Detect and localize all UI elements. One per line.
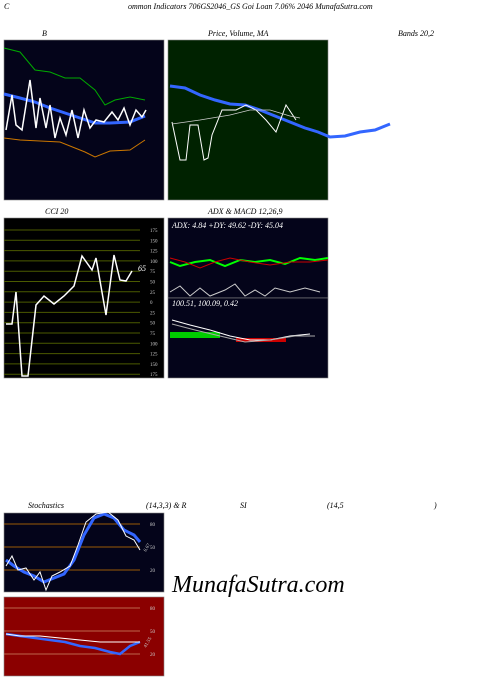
- tick-label: 75: [150, 270, 156, 275]
- tick-label: 75: [150, 332, 156, 337]
- tick-label: 50: [150, 546, 156, 551]
- rsi-panel: 41.55: [3, 596, 165, 677]
- tick-label: 25: [150, 311, 156, 316]
- tick-label: 20: [150, 569, 156, 574]
- header-initial: C: [4, 2, 10, 11]
- bands-panel: [3, 39, 165, 201]
- stoch-params: (14,3,3) & R: [146, 501, 187, 510]
- macd-readout: 100.51, 100.09, 0.42: [172, 299, 238, 308]
- tick-label: 50: [150, 281, 156, 286]
- tick-label: 125: [150, 353, 158, 358]
- tick-label: 50: [150, 322, 156, 327]
- header-title: ommon Indicators 706GS2046_GS Goi Loan 7…: [128, 2, 373, 11]
- watermark: MunafaSutra.com: [171, 572, 345, 598]
- price-title: Price, Volume, MA: [207, 29, 269, 38]
- tick-label: 80: [150, 607, 156, 612]
- tick-label: 175: [150, 229, 158, 234]
- tick-label: 125: [150, 250, 158, 255]
- rsi-params: (14,5: [327, 501, 344, 510]
- tick-label: 150: [150, 239, 158, 244]
- tick-label: 25: [150, 291, 156, 296]
- cci-panel: 65: [3, 217, 165, 379]
- bands-right: Bands 20,2: [398, 29, 434, 38]
- tick-label: 20: [150, 653, 156, 658]
- params-close: ): [433, 501, 437, 510]
- stoch-panel: 6.67: [3, 511, 165, 593]
- tick-label: 100: [150, 260, 158, 265]
- price-panel: [167, 39, 391, 201]
- adx-title: ADX & MACD 12,26,9: [207, 207, 282, 216]
- tick-label: 0: [150, 301, 153, 306]
- stoch-value: 6.67: [143, 542, 152, 553]
- tick-label: 50: [150, 630, 156, 635]
- cci-title: CCI 20: [45, 207, 68, 216]
- bands-left: B: [42, 29, 47, 38]
- adx-panel: ADX: 4.84 +DY: 49.62 -DY: 45.04 100.51, …: [167, 217, 329, 379]
- rsi-value: 41.55: [143, 636, 153, 649]
- adx-readout: ADX: 4.84 +DY: 49.62 -DY: 45.04: [171, 221, 283, 230]
- tick-label: 150: [150, 363, 158, 368]
- tick-label: 80: [150, 523, 156, 528]
- cci-value: 65: [138, 264, 146, 273]
- stoch-title: Stochastics: [28, 501, 64, 510]
- tick-label: 175: [150, 373, 158, 378]
- rsi-title: SI: [240, 501, 247, 510]
- tick-label: 100: [150, 342, 158, 347]
